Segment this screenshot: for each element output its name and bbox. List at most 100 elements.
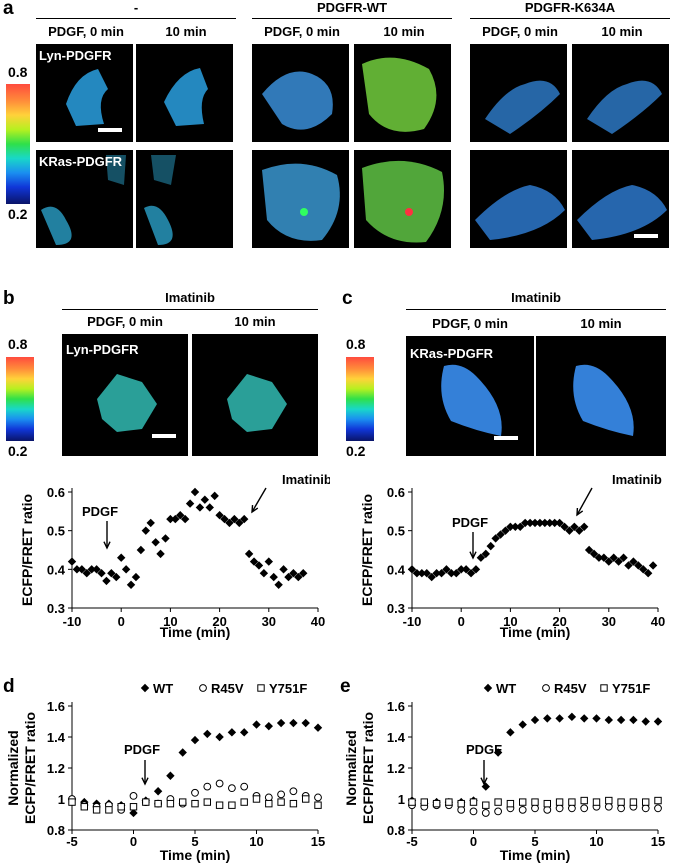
data-point	[166, 771, 175, 780]
group-rule	[252, 18, 452, 19]
micrograph-lyn-control-0min: Lyn-PDGFR	[36, 44, 133, 142]
data-point	[269, 572, 278, 582]
y-tick-label: 1.4	[47, 730, 66, 745]
micrograph-kras-imatinib-0min: KRas-PDGFR	[406, 336, 534, 456]
annotation-label: PDGF	[452, 515, 488, 530]
group-title-k634a: PDGFR-K634A	[524, 0, 616, 15]
data-point	[203, 798, 212, 806]
data-point	[469, 798, 478, 806]
annotation-arrow	[576, 487, 593, 516]
legend-marker	[542, 684, 550, 692]
data-point	[276, 718, 286, 728]
y-axis-label: ECFP/FRET ratio	[19, 494, 35, 606]
data-point	[314, 801, 322, 809]
data-point	[580, 714, 589, 723]
data-point	[494, 798, 502, 806]
data-point	[190, 735, 200, 745]
x-tick-label: 30	[602, 614, 616, 629]
data-point	[654, 796, 662, 805]
data-point	[520, 518, 530, 528]
micrograph-kras-wt-0min	[252, 150, 349, 248]
chart-e: 0.8 1 1.2 1.4 1.6 -5 0 5 10 15 Time (min) Normalize…	[343, 681, 665, 863]
data-point	[417, 569, 427, 578]
data-point	[519, 798, 527, 806]
data-point	[641, 804, 650, 813]
x-axis-label: Time (min)	[500, 847, 571, 863]
x-tick-label: 20	[552, 614, 566, 629]
x-tick-label: 30	[262, 614, 276, 629]
data-point	[493, 748, 503, 757]
data-point	[191, 788, 199, 797]
x-tick-label: 10	[503, 614, 517, 629]
data-point	[235, 518, 244, 528]
data-point	[240, 728, 249, 737]
col-label-0min: PDGF, 0 min	[87, 314, 163, 329]
colorbar-max-label: 0.8	[346, 336, 366, 352]
data-point	[227, 728, 237, 737]
data-point	[614, 557, 623, 566]
data-point	[482, 801, 490, 809]
y-tick-label: 1.4	[387, 730, 406, 745]
data-point	[481, 782, 490, 791]
legend-marker	[257, 684, 265, 692]
y-tick-label: 0.3	[387, 601, 405, 616]
imatinib-title: Imatinib	[511, 290, 561, 305]
legend-label: WT	[496, 681, 516, 696]
data-point	[225, 518, 234, 528]
group-rule	[36, 18, 236, 19]
data-point	[277, 798, 285, 806]
x-tick-label: 0	[130, 834, 137, 849]
image-label-kras: KRas-PDGFR	[410, 346, 494, 361]
legend-label: R45V	[554, 681, 587, 696]
annotation-label: PDGF	[82, 504, 118, 519]
y-tick-label: 0.5	[387, 524, 405, 539]
x-tick-label: 10	[163, 614, 177, 629]
data-point	[228, 784, 236, 793]
data-point	[654, 804, 662, 813]
data-point	[543, 805, 552, 814]
colorbar-max-label: 0.8	[8, 336, 28, 352]
data-point	[457, 805, 466, 814]
data-point	[252, 795, 261, 803]
data-point	[555, 804, 564, 813]
micrograph-lyn-imatinib-0min: Lyn-PDGFR	[62, 334, 188, 456]
group-title-wt: PDGFR-WT	[316, 0, 388, 15]
scale-bar	[494, 436, 518, 440]
ratio-colorbar	[6, 84, 30, 204]
data-point	[240, 782, 249, 791]
legend-label: R45V	[211, 681, 244, 696]
x-axis-label: Time (min)	[160, 624, 231, 640]
micrograph-kras-wt-10min	[354, 150, 451, 248]
data-point	[240, 798, 248, 806]
scale-bar	[98, 128, 122, 132]
data-point	[259, 569, 269, 578]
y-tick-label: 1	[398, 792, 405, 807]
data-point	[264, 557, 273, 566]
y-tick-label: 0.5	[47, 524, 65, 539]
data-point	[178, 748, 187, 757]
panel-b-letter: b	[3, 288, 15, 309]
x-tick-label: 40	[651, 614, 665, 629]
annotation-arrow-head	[576, 507, 584, 517]
annotation-label: Imatinib	[282, 472, 330, 487]
x-tick-label: 0	[118, 614, 125, 629]
x-tick-label: 5	[191, 834, 198, 849]
data-point	[146, 518, 155, 528]
colorbar-min-label: 0.2	[8, 443, 28, 459]
ratio-colorbar	[346, 357, 374, 441]
data-point	[129, 803, 138, 811]
data-point	[604, 715, 613, 725]
ratio-colorbar	[6, 357, 34, 441]
data-point	[506, 728, 515, 737]
data-point	[179, 798, 187, 806]
data-point	[313, 723, 323, 732]
col-label-0min: PDGF, 0 min	[482, 24, 558, 39]
data-point	[314, 793, 322, 802]
data-point	[92, 806, 101, 814]
x-tick-label: -10	[63, 614, 82, 629]
data-point	[67, 557, 77, 566]
colorbar-min-label: 0.2	[346, 443, 366, 459]
panel-c-letter: c	[342, 288, 353, 309]
micrograph-lyn-k634a-10min	[572, 44, 669, 142]
data-point	[102, 576, 111, 586]
